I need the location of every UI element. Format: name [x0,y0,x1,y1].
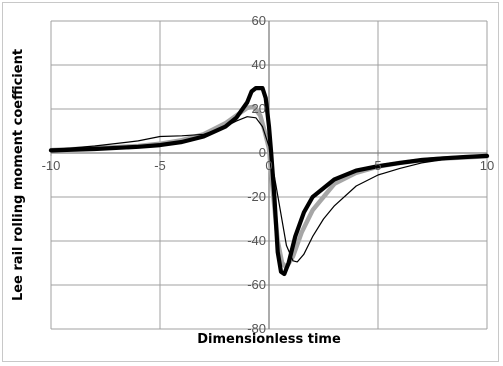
series-line-3 [50,116,488,263]
x-tick-labels: -10 -5 0 5 10 [42,158,495,173]
grid [50,20,488,330]
y-tick-label: -60 [247,277,266,292]
y-tick-label: 20 [252,101,266,116]
x-tick-label: -10 [42,158,61,173]
x-tick-label: 10 [480,158,494,173]
y-tick-label: -80 [247,321,266,336]
y-tick-label: 60 [252,13,266,28]
series-layer [48,86,490,277]
y-tick-labels: 60 40 20 0 -20 -40 -60 -80 [247,13,266,336]
x-tick-label: 0 [265,158,272,173]
chart-svg: 60 40 20 0 -20 -40 -60 -80 -10 -5 0 5 10 Dimensionl… [11,13,495,347]
series-line-1 [48,86,490,277]
x-tick-label: -5 [154,158,166,173]
chart-frame: 60 40 20 0 -20 -40 -60 -80 -10 -5 0 5 10 Dimensionl… [2,2,499,362]
y-tick-label: -20 [247,189,266,204]
y-axis-title: Lee rail rolling moment coefficient [11,49,26,301]
x-tick-label: 5 [374,158,381,173]
y-tick-label: 40 [252,57,266,72]
y-tick-label: -40 [247,233,266,248]
x-axis-title: Dimensionless time [197,332,341,347]
y-tick-label: 0 [259,145,266,160]
